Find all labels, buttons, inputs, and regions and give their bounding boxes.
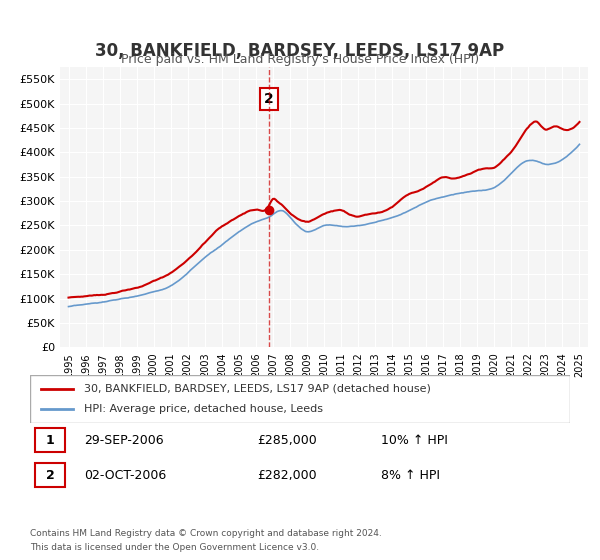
Text: Contains HM Land Registry data © Crown copyright and database right 2024.: Contains HM Land Registry data © Crown c… [30, 529, 382, 538]
Text: HPI: Average price, detached house, Leeds: HPI: Average price, detached house, Leed… [84, 404, 323, 414]
Text: 30, BANKFIELD, BARDSEY, LEEDS, LS17 9AP (detached house): 30, BANKFIELD, BARDSEY, LEEDS, LS17 9AP … [84, 384, 431, 394]
Text: 02-OCT-2006: 02-OCT-2006 [84, 469, 166, 482]
Text: £282,000: £282,000 [257, 469, 316, 482]
FancyBboxPatch shape [35, 428, 65, 452]
Text: 29-SEP-2006: 29-SEP-2006 [84, 434, 164, 447]
Text: Price paid vs. HM Land Registry's House Price Index (HPI): Price paid vs. HM Land Registry's House … [121, 53, 479, 66]
Text: 1: 1 [46, 434, 55, 447]
Text: 10% ↑ HPI: 10% ↑ HPI [381, 434, 448, 447]
Text: 8% ↑ HPI: 8% ↑ HPI [381, 469, 440, 482]
Text: £285,000: £285,000 [257, 434, 317, 447]
Text: 30, BANKFIELD, BARDSEY, LEEDS, LS17 9AP: 30, BANKFIELD, BARDSEY, LEEDS, LS17 9AP [95, 42, 505, 60]
Text: This data is licensed under the Open Government Licence v3.0.: This data is licensed under the Open Gov… [30, 543, 319, 552]
FancyBboxPatch shape [30, 375, 570, 423]
Text: 2: 2 [264, 92, 274, 106]
FancyBboxPatch shape [35, 464, 65, 487]
Text: 2: 2 [46, 469, 55, 482]
